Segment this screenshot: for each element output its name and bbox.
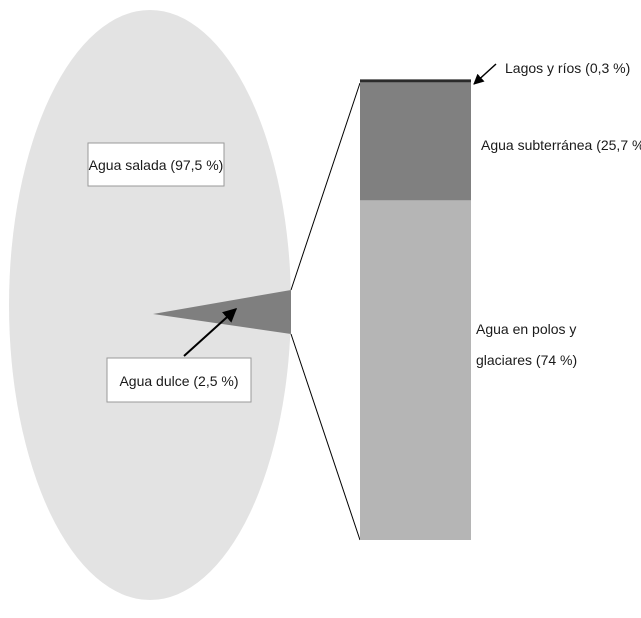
connector-line-bottom <box>290 333 361 541</box>
stacked-bar-agua-dulce <box>360 79 471 540</box>
label-agua-subterranea: Agua subterránea (25,7 %) <box>481 137 641 153</box>
arrow-agua-dulce <box>183 308 238 357</box>
label-agua-salada: Agua salada (97,5 %) <box>89 157 224 173</box>
label-box-agua-dulce: Agua dulce (2,5 %) <box>106 357 252 403</box>
label-box-agua-salada: Agua salada (97,5 %) <box>87 142 225 187</box>
bar-segment-agua-subterranea <box>360 82 471 201</box>
connector-line-top <box>290 82 361 291</box>
label-polos-glaciares-line2: glaciares (74 %) <box>476 352 577 368</box>
label-polos-glaciares-line1: Agua en polos y <box>476 321 576 337</box>
bar-segment-lagos-rios <box>360 79 471 83</box>
label-lagos-rios: Lagos y ríos (0,3 %) <box>505 60 630 76</box>
arrow-lagos-rios <box>473 63 497 85</box>
label-agua-dulce: Agua dulce (2,5 %) <box>119 373 238 389</box>
bar-segment-polos-glaciares <box>360 200 471 540</box>
